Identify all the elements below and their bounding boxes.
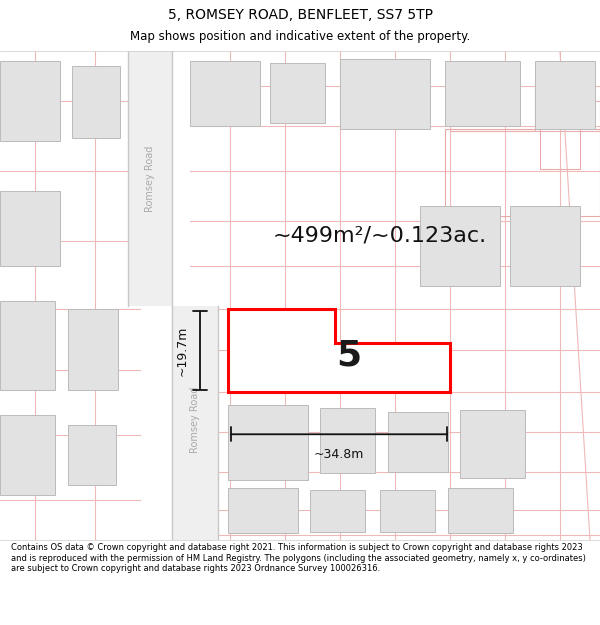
Bar — [320, 408, 375, 473]
Text: Contains OS data © Crown copyright and database right 2021. This information is : Contains OS data © Crown copyright and d… — [11, 543, 586, 573]
Bar — [0, 301, 55, 391]
Polygon shape — [128, 51, 172, 306]
Bar — [460, 411, 525, 478]
Bar — [190, 61, 260, 126]
Bar — [448, 488, 513, 533]
Bar — [310, 490, 365, 532]
Polygon shape — [172, 306, 218, 540]
Bar — [388, 412, 448, 472]
Bar — [380, 490, 435, 532]
Bar — [228, 488, 298, 533]
Text: ~499m²/~0.123ac.: ~499m²/~0.123ac. — [273, 226, 487, 246]
Text: 5, ROMSEY ROAD, BENFLEET, SS7 5TP: 5, ROMSEY ROAD, BENFLEET, SS7 5TP — [167, 8, 433, 22]
Text: ~34.8m: ~34.8m — [314, 448, 364, 461]
Text: Romsey Road: Romsey Road — [190, 387, 200, 454]
Bar — [68, 425, 116, 485]
Bar — [270, 63, 325, 123]
Bar — [510, 206, 580, 286]
Bar — [0, 61, 60, 141]
Bar — [0, 416, 55, 495]
Bar — [0, 191, 60, 266]
Bar — [420, 206, 500, 286]
Polygon shape — [228, 309, 450, 392]
Text: ~19.7m: ~19.7m — [176, 325, 188, 376]
Bar — [535, 61, 595, 129]
Bar — [72, 66, 120, 138]
Text: 5: 5 — [337, 339, 362, 372]
Bar — [228, 406, 308, 480]
Text: Romsey Road: Romsey Road — [145, 146, 155, 212]
Bar — [340, 59, 430, 129]
Bar — [68, 309, 118, 391]
Text: Map shows position and indicative extent of the property.: Map shows position and indicative extent… — [130, 31, 470, 43]
Bar — [445, 61, 520, 126]
